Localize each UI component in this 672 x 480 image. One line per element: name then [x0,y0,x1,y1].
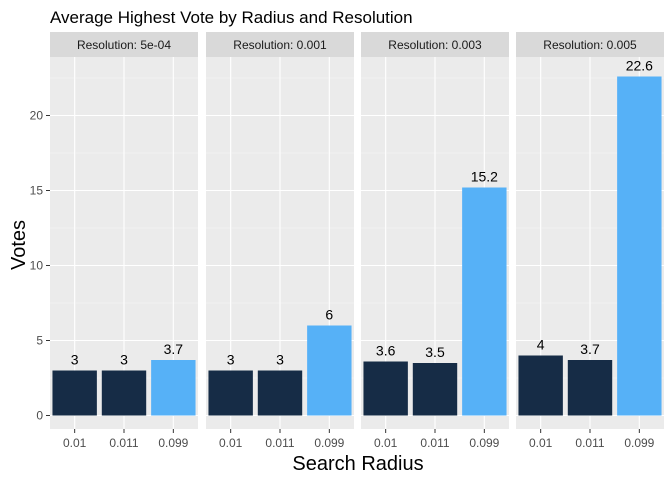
facet-strip [516,32,664,57]
bar-value-label: 3.7 [164,341,184,357]
bar [307,325,352,416]
bar-value-label: 3.5 [425,344,445,360]
bar-value-label: 3.7 [580,341,600,357]
facet-strip [50,32,198,57]
bar [52,370,97,416]
facet-strip-label: Resolution: 0.001 [233,38,327,52]
bar [567,360,613,416]
bar-value-label: 3 [227,352,235,368]
facet-strip-label: Resolution: 0.005 [543,38,637,52]
x-tick-label: 0.099 [158,436,188,450]
bar [257,370,303,416]
facet-strip-label: Resolution: 0.003 [388,38,482,52]
x-tick-label: 0.011 [420,436,449,450]
y-axis-title: Votes [8,220,30,270]
x-axis-title: Search Radius [292,453,423,475]
y-tick-label: 15 [30,184,44,198]
bar [462,187,507,416]
y-tick-label: 0 [36,409,43,423]
bar-value-label: 3 [276,352,284,368]
facet-strip [361,32,509,57]
bar [101,370,147,416]
chart-title: Average Highest Vote by Radius and Resol… [50,8,413,27]
bar-value-label: 3.6 [376,343,396,359]
bar [151,360,196,416]
y-tick-label: 5 [36,334,43,348]
x-tick-label: 0.099 [314,436,344,450]
x-tick-label: 0.011 [575,436,604,450]
bar-value-label: 22.6 [626,58,653,74]
x-tick-label: 0.011 [109,436,138,450]
x-tick-label: 0.01 [63,436,87,450]
bar-value-label: 3 [120,352,128,368]
y-tick-label: 10 [30,259,44,273]
x-tick-label: 0.01 [219,436,243,450]
facet-strip [206,32,354,57]
bar-value-label: 4 [537,337,545,353]
facet-panel: Resolution: 5e-04 3 0.01 3 0.011 3.7 0.099 [50,32,198,450]
bar [363,361,408,416]
facet-strip-label: Resolution: 5e-04 [77,38,171,52]
x-tick-label: 0.01 [374,436,398,450]
bar [617,76,662,416]
y-axis: 0 5 10 15 20 [30,109,50,423]
facet-panels: Resolution: 5e-0430.0130.0113.70.099Reso… [50,32,664,450]
x-tick-label: 0.099 [469,436,499,450]
facet-panel: Resolution: 0.003 3.6 0.01 3.5 0.011 15.2 0.09… [361,32,509,450]
x-tick-label: 0.099 [624,436,654,450]
bar-value-label: 6 [325,307,333,323]
facet-panel: Resolution: 0.005 4 0.01 3.7 0.011 22.6 0.099 [516,32,664,450]
bar [208,370,253,416]
bar-value-label: 3 [71,352,79,368]
bar-value-label: 15.2 [471,169,498,185]
bar [518,355,563,416]
facet-panel: Resolution: 0.001 3 0.01 3 0.011 6 0.099 [206,32,354,450]
bar [412,363,458,416]
x-tick-label: 0.01 [529,436,553,450]
x-tick-label: 0.011 [265,436,294,450]
y-tick-label: 20 [30,109,44,123]
